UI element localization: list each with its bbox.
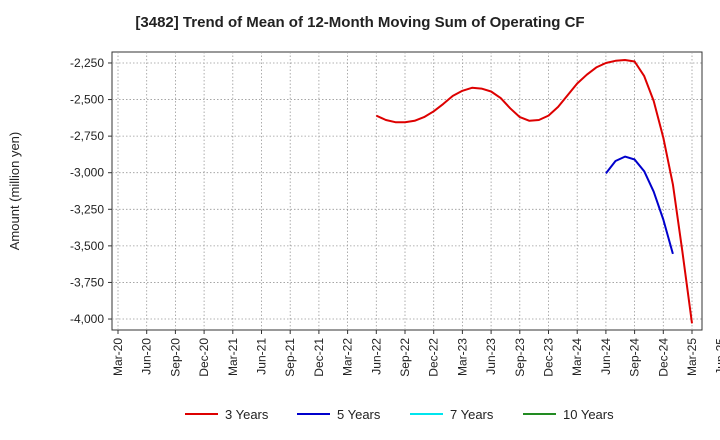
x-tick-label: Jun-20 [140, 338, 154, 375]
legend: 3 Years 5 Years 7 Years 10 Years [185, 407, 614, 422]
x-tick-label: Mar-22 [341, 338, 355, 376]
x-tick-label: Jun-22 [369, 338, 383, 375]
y-tick-label: -4,000 [70, 312, 104, 326]
legend-label-3-years: 3 Years [225, 407, 269, 422]
chart-title: [3482] Trend of Mean of 12-Month Moving … [135, 14, 585, 31]
x-tick-label: Dec-23 [542, 338, 556, 377]
y-tick-label: -3,750 [70, 275, 104, 289]
y-tick-label: -2,750 [70, 129, 104, 143]
x-tick-label: Mar-24 [570, 338, 584, 376]
legend-label-5-years: 5 Years [337, 407, 381, 422]
legend-label-7-years: 7 Years [450, 407, 494, 422]
x-tick-label: Dec-22 [427, 338, 441, 377]
x-tick-label: Jun-24 [599, 338, 613, 375]
series-lines [375, 59, 693, 324]
series-line-5-years [605, 155, 674, 255]
x-axis: Mar-20 Jun-20 Sep-20 Dec-20 Mar-21 Jun-21 Sep-… [111, 330, 720, 377]
x-tick-label: Mar-25 [685, 338, 699, 376]
y-tick-label: -3,000 [70, 166, 104, 180]
plot-area [111, 51, 703, 331]
y-tick-label: -2,500 [70, 93, 104, 107]
x-tick-label: Sep-22 [398, 338, 412, 377]
y-axis: -2,250 -2,500 -2,750 -3,000 -3,250 -3,500 -3,7… [70, 56, 112, 326]
x-tick-label: Jun-21 [255, 338, 269, 375]
y-tick-label: -3,500 [70, 239, 104, 253]
y-axis-title: Amount (million yen) [7, 132, 22, 251]
x-tick-label: Mar-21 [226, 338, 240, 376]
x-tick-label: Mar-23 [455, 338, 469, 376]
grid-lines [112, 52, 702, 330]
x-tick-label: Sep-23 [513, 338, 527, 377]
x-tick-label: Sep-24 [628, 338, 642, 377]
y-tick-label: -3,250 [70, 202, 104, 216]
legend-label-10-years: 10 Years [563, 407, 614, 422]
series-line-3-years [375, 59, 693, 324]
y-tick-label: -2,250 [70, 56, 104, 70]
x-tick-label: Jun-25 [714, 338, 720, 375]
x-tick-label: Dec-20 [197, 338, 211, 377]
x-tick-label: Sep-21 [283, 338, 297, 377]
x-tick-label: Jun-23 [484, 338, 498, 375]
x-tick-label: Dec-24 [656, 338, 670, 377]
x-tick-label: Dec-21 [312, 338, 326, 377]
x-tick-label: Sep-20 [168, 338, 182, 377]
x-tick-label: Mar-20 [111, 338, 125, 376]
